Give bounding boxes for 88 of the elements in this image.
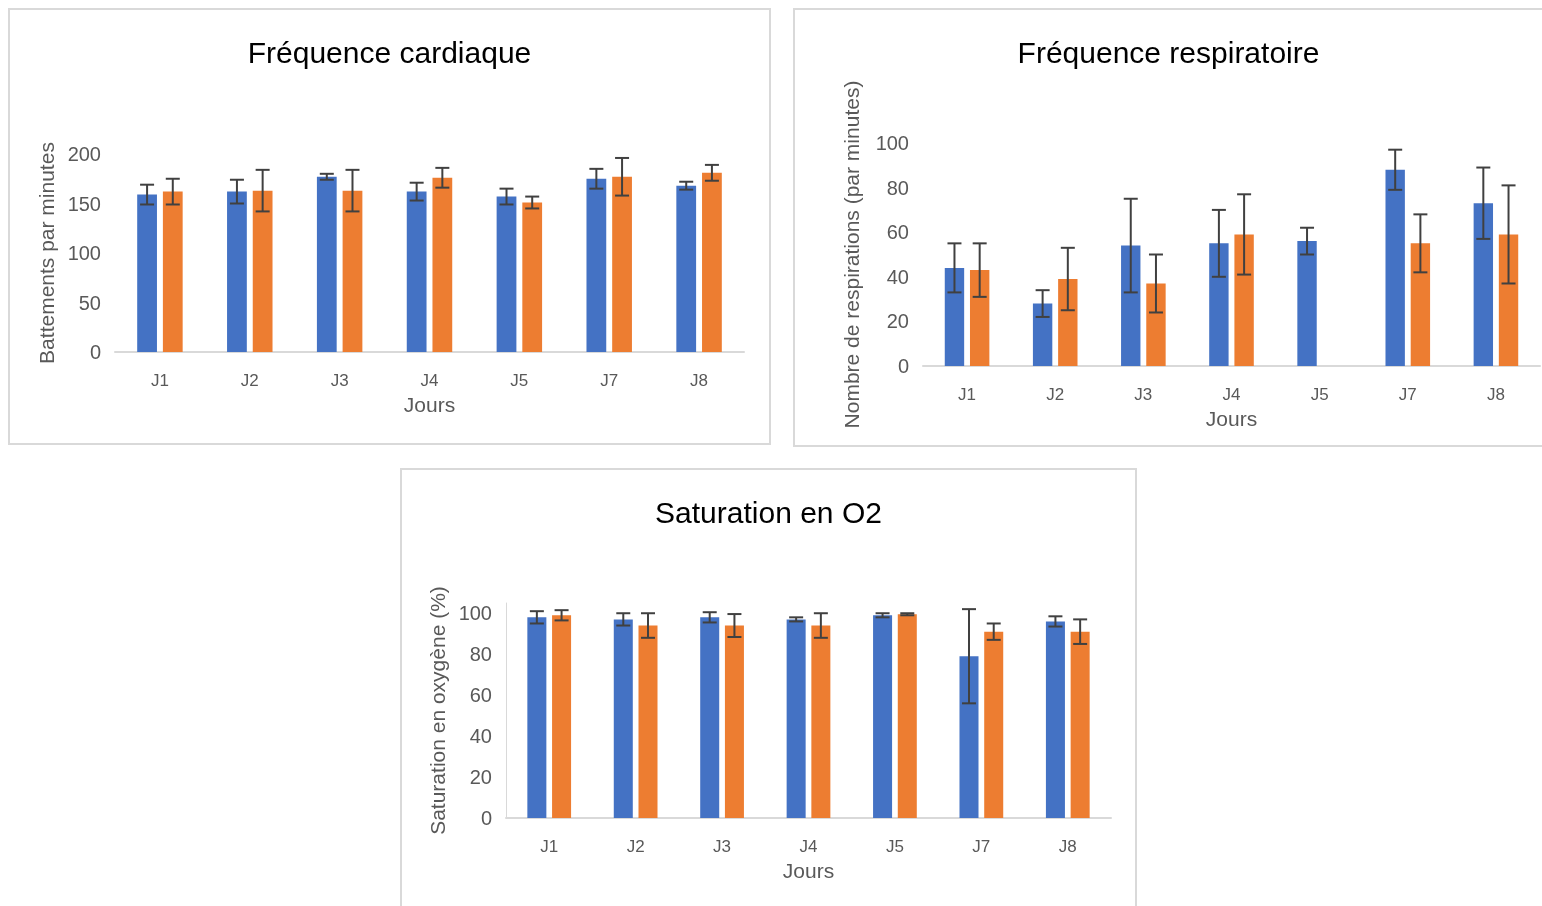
x-tick-label: J5 [1310, 385, 1329, 404]
y-tick-label: 40 [886, 265, 909, 288]
chart-title: Fréquence cardiaque [247, 35, 532, 69]
bar [1410, 243, 1431, 366]
y-tick-label: 20 [886, 310, 909, 333]
bar [162, 191, 183, 352]
x-tick-label: J2 [1046, 385, 1065, 404]
bar [137, 194, 157, 352]
bar [496, 196, 517, 352]
y-tick-label: 80 [469, 643, 492, 666]
y-tick-label: 0 [89, 341, 101, 363]
x-tick-label: J8 [690, 371, 709, 390]
x-tick-label: J5 [885, 837, 904, 856]
bar [1121, 245, 1141, 366]
y-tick-label: 150 [67, 192, 101, 215]
x-tick-label: J2 [626, 837, 645, 856]
y-tick-label: 60 [469, 684, 492, 707]
bar [1385, 169, 1405, 366]
x-tick-label: J1 [540, 837, 559, 856]
x-tick-label: J4 [1222, 385, 1241, 404]
y-tick-label: 40 [469, 725, 492, 748]
x-tick-label: J3 [1134, 385, 1153, 404]
bar [527, 617, 547, 818]
x-tick-label: J1 [150, 371, 169, 390]
bar [811, 625, 831, 818]
x-tick-label: J1 [958, 385, 977, 404]
bar [959, 656, 979, 818]
bar [1297, 241, 1317, 366]
x-tick-label: J4 [799, 837, 818, 856]
x-tick-label: J4 [420, 371, 439, 390]
y-tick-label: 100 [875, 132, 909, 154]
bar [638, 625, 658, 818]
x-axis-title: Jours [782, 859, 835, 882]
bar [1045, 621, 1065, 818]
x-tick-label: J7 [1398, 385, 1417, 404]
bar [252, 190, 273, 352]
bar [1498, 234, 1519, 366]
x-tick-label: J7 [972, 837, 991, 856]
bar [1234, 234, 1254, 366]
x-tick-label: J8 [1486, 385, 1505, 404]
bar [969, 270, 990, 366]
bar [786, 619, 806, 818]
bar [613, 619, 633, 818]
y-tick-label: 20 [469, 766, 492, 789]
bar [432, 177, 453, 352]
bar [612, 176, 632, 352]
y-tick-label: 100 [67, 242, 101, 264]
y-tick-label: 0 [480, 807, 492, 829]
y-tick-label: 200 [67, 143, 101, 165]
bar [1473, 203, 1494, 366]
bar [897, 614, 917, 818]
bar [984, 631, 1004, 818]
y-tick-label: 60 [886, 221, 909, 244]
bar [700, 617, 720, 818]
x-tick-label: J7 [600, 371, 619, 390]
bar [406, 191, 427, 352]
chart-title: Saturation en O2 [655, 495, 882, 529]
bar [702, 172, 722, 352]
bar [873, 615, 893, 818]
bar [676, 185, 697, 352]
y-tick-label: 50 [78, 291, 101, 314]
y-tick-label: 100 [458, 602, 492, 625]
x-axis-title: Jours [1205, 407, 1258, 430]
x-tick-label: J8 [1058, 837, 1077, 856]
bar [944, 267, 965, 366]
bar [552, 615, 572, 818]
bar [586, 178, 607, 352]
y-tick-label: 80 [886, 176, 909, 199]
y-axis-title: Battements par minutes [34, 142, 58, 364]
y-tick-label: 0 [897, 355, 909, 377]
chart-title: Fréquence respiratoire [1017, 35, 1320, 69]
bar [1209, 243, 1229, 366]
bar [1058, 279, 1078, 366]
bar [1146, 283, 1166, 366]
bar [1032, 303, 1053, 366]
bar [1070, 631, 1090, 818]
bar [522, 202, 543, 352]
bar [342, 190, 363, 352]
y-axis-title: Saturation en oxygène (%) [425, 586, 449, 835]
x-tick-label: J3 [713, 837, 732, 856]
bar [316, 176, 337, 352]
x-tick-label: J5 [510, 371, 529, 390]
bar [227, 191, 247, 352]
x-axis-title: Jours [403, 393, 456, 416]
x-tick-label: J2 [240, 371, 259, 390]
bar [724, 625, 744, 818]
y-axis-title: Nombre de respirations (par minutes) [840, 80, 864, 429]
x-tick-label: J3 [330, 371, 349, 390]
